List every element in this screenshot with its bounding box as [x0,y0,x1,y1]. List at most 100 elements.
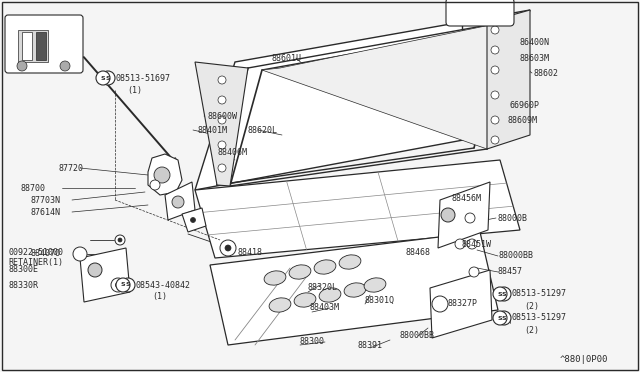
Text: 08513-51297: 08513-51297 [512,314,567,323]
Text: 88000B: 88000B [498,214,528,222]
Circle shape [432,296,448,312]
Text: S: S [121,282,125,288]
Text: 66960P: 66960P [510,100,540,109]
Polygon shape [195,160,520,258]
Ellipse shape [319,288,341,302]
Circle shape [441,208,455,222]
Polygon shape [210,232,498,345]
Circle shape [491,66,499,74]
Text: (2): (2) [524,326,539,334]
Circle shape [467,239,477,249]
Circle shape [468,216,472,220]
Text: 88603M: 88603M [520,54,550,62]
Circle shape [491,116,499,124]
Text: 88407O: 88407O [30,250,60,259]
Polygon shape [487,10,530,149]
Text: 00922-51000
RETAINER(1): 00922-51000 RETAINER(1) [8,248,63,267]
Text: S: S [502,292,506,296]
Circle shape [73,247,87,261]
Circle shape [60,61,70,71]
Text: 88391: 88391 [358,341,383,350]
Text: 88456M: 88456M [452,193,482,202]
Polygon shape [438,182,490,248]
Circle shape [154,167,170,183]
Polygon shape [148,154,182,195]
Polygon shape [80,248,130,302]
Circle shape [472,270,476,274]
Polygon shape [195,10,530,190]
Text: 88600W: 88600W [208,112,238,121]
Circle shape [116,278,130,292]
Text: 88468: 88468 [406,247,431,257]
Text: S: S [498,292,502,296]
Text: (2): (2) [524,301,539,311]
Text: 08543-40842: 08543-40842 [135,280,190,289]
Text: 88301Q: 88301Q [365,295,395,305]
Text: 88602: 88602 [534,68,559,77]
Text: 88601U: 88601U [272,54,302,62]
Circle shape [493,287,507,301]
Polygon shape [18,30,48,62]
Text: 88000BB: 88000BB [400,331,435,340]
Circle shape [455,239,465,249]
Circle shape [88,263,102,277]
Circle shape [118,238,122,242]
Text: 88451W: 88451W [462,240,492,248]
Circle shape [121,278,135,292]
Text: 88620L: 88620L [248,125,278,135]
Polygon shape [195,62,248,186]
Polygon shape [182,208,206,232]
Text: 88300: 88300 [300,337,325,346]
Circle shape [218,141,226,149]
Text: 88418: 88418 [238,247,263,257]
Circle shape [491,26,499,34]
Text: 88401M: 88401M [197,125,227,135]
Ellipse shape [344,283,366,297]
Circle shape [191,218,195,222]
Circle shape [225,245,231,251]
Circle shape [458,242,462,246]
Text: 88330R: 88330R [8,282,38,291]
Circle shape [101,71,115,85]
Text: S: S [498,315,502,321]
Text: 08513-51297: 08513-51297 [512,289,567,298]
Circle shape [493,311,507,325]
Text: 88000BB: 88000BB [499,251,534,260]
Ellipse shape [269,298,291,312]
Text: 88406M: 88406M [218,148,248,157]
Circle shape [491,136,499,144]
FancyBboxPatch shape [5,15,83,73]
Ellipse shape [264,271,286,285]
Text: 87614N: 87614N [30,208,60,217]
Circle shape [111,278,125,292]
Text: (1): (1) [127,86,142,94]
Text: 87720: 87720 [58,164,83,173]
Circle shape [218,164,226,172]
Text: (1): (1) [152,292,167,301]
Circle shape [491,91,499,99]
Text: ^880|0P00: ^880|0P00 [560,356,609,365]
Ellipse shape [314,260,336,274]
Text: 88403M: 88403M [310,304,340,312]
FancyBboxPatch shape [446,0,514,26]
Text: 88320L: 88320L [308,283,338,292]
Circle shape [218,76,226,84]
Polygon shape [262,22,505,149]
Text: 88300E: 88300E [8,266,38,275]
Polygon shape [22,32,32,60]
Circle shape [115,235,125,245]
Circle shape [115,282,120,288]
Circle shape [218,96,226,104]
Ellipse shape [294,293,316,307]
Text: 08513-51697: 08513-51697 [115,74,170,83]
Text: 88327P: 88327P [448,299,478,308]
Polygon shape [450,2,510,22]
Polygon shape [430,270,492,338]
Polygon shape [36,32,46,60]
Text: 88457: 88457 [498,267,523,276]
Circle shape [469,267,479,277]
Circle shape [465,213,475,223]
Text: 87703N: 87703N [30,196,60,205]
Circle shape [172,196,184,208]
Circle shape [437,301,443,307]
